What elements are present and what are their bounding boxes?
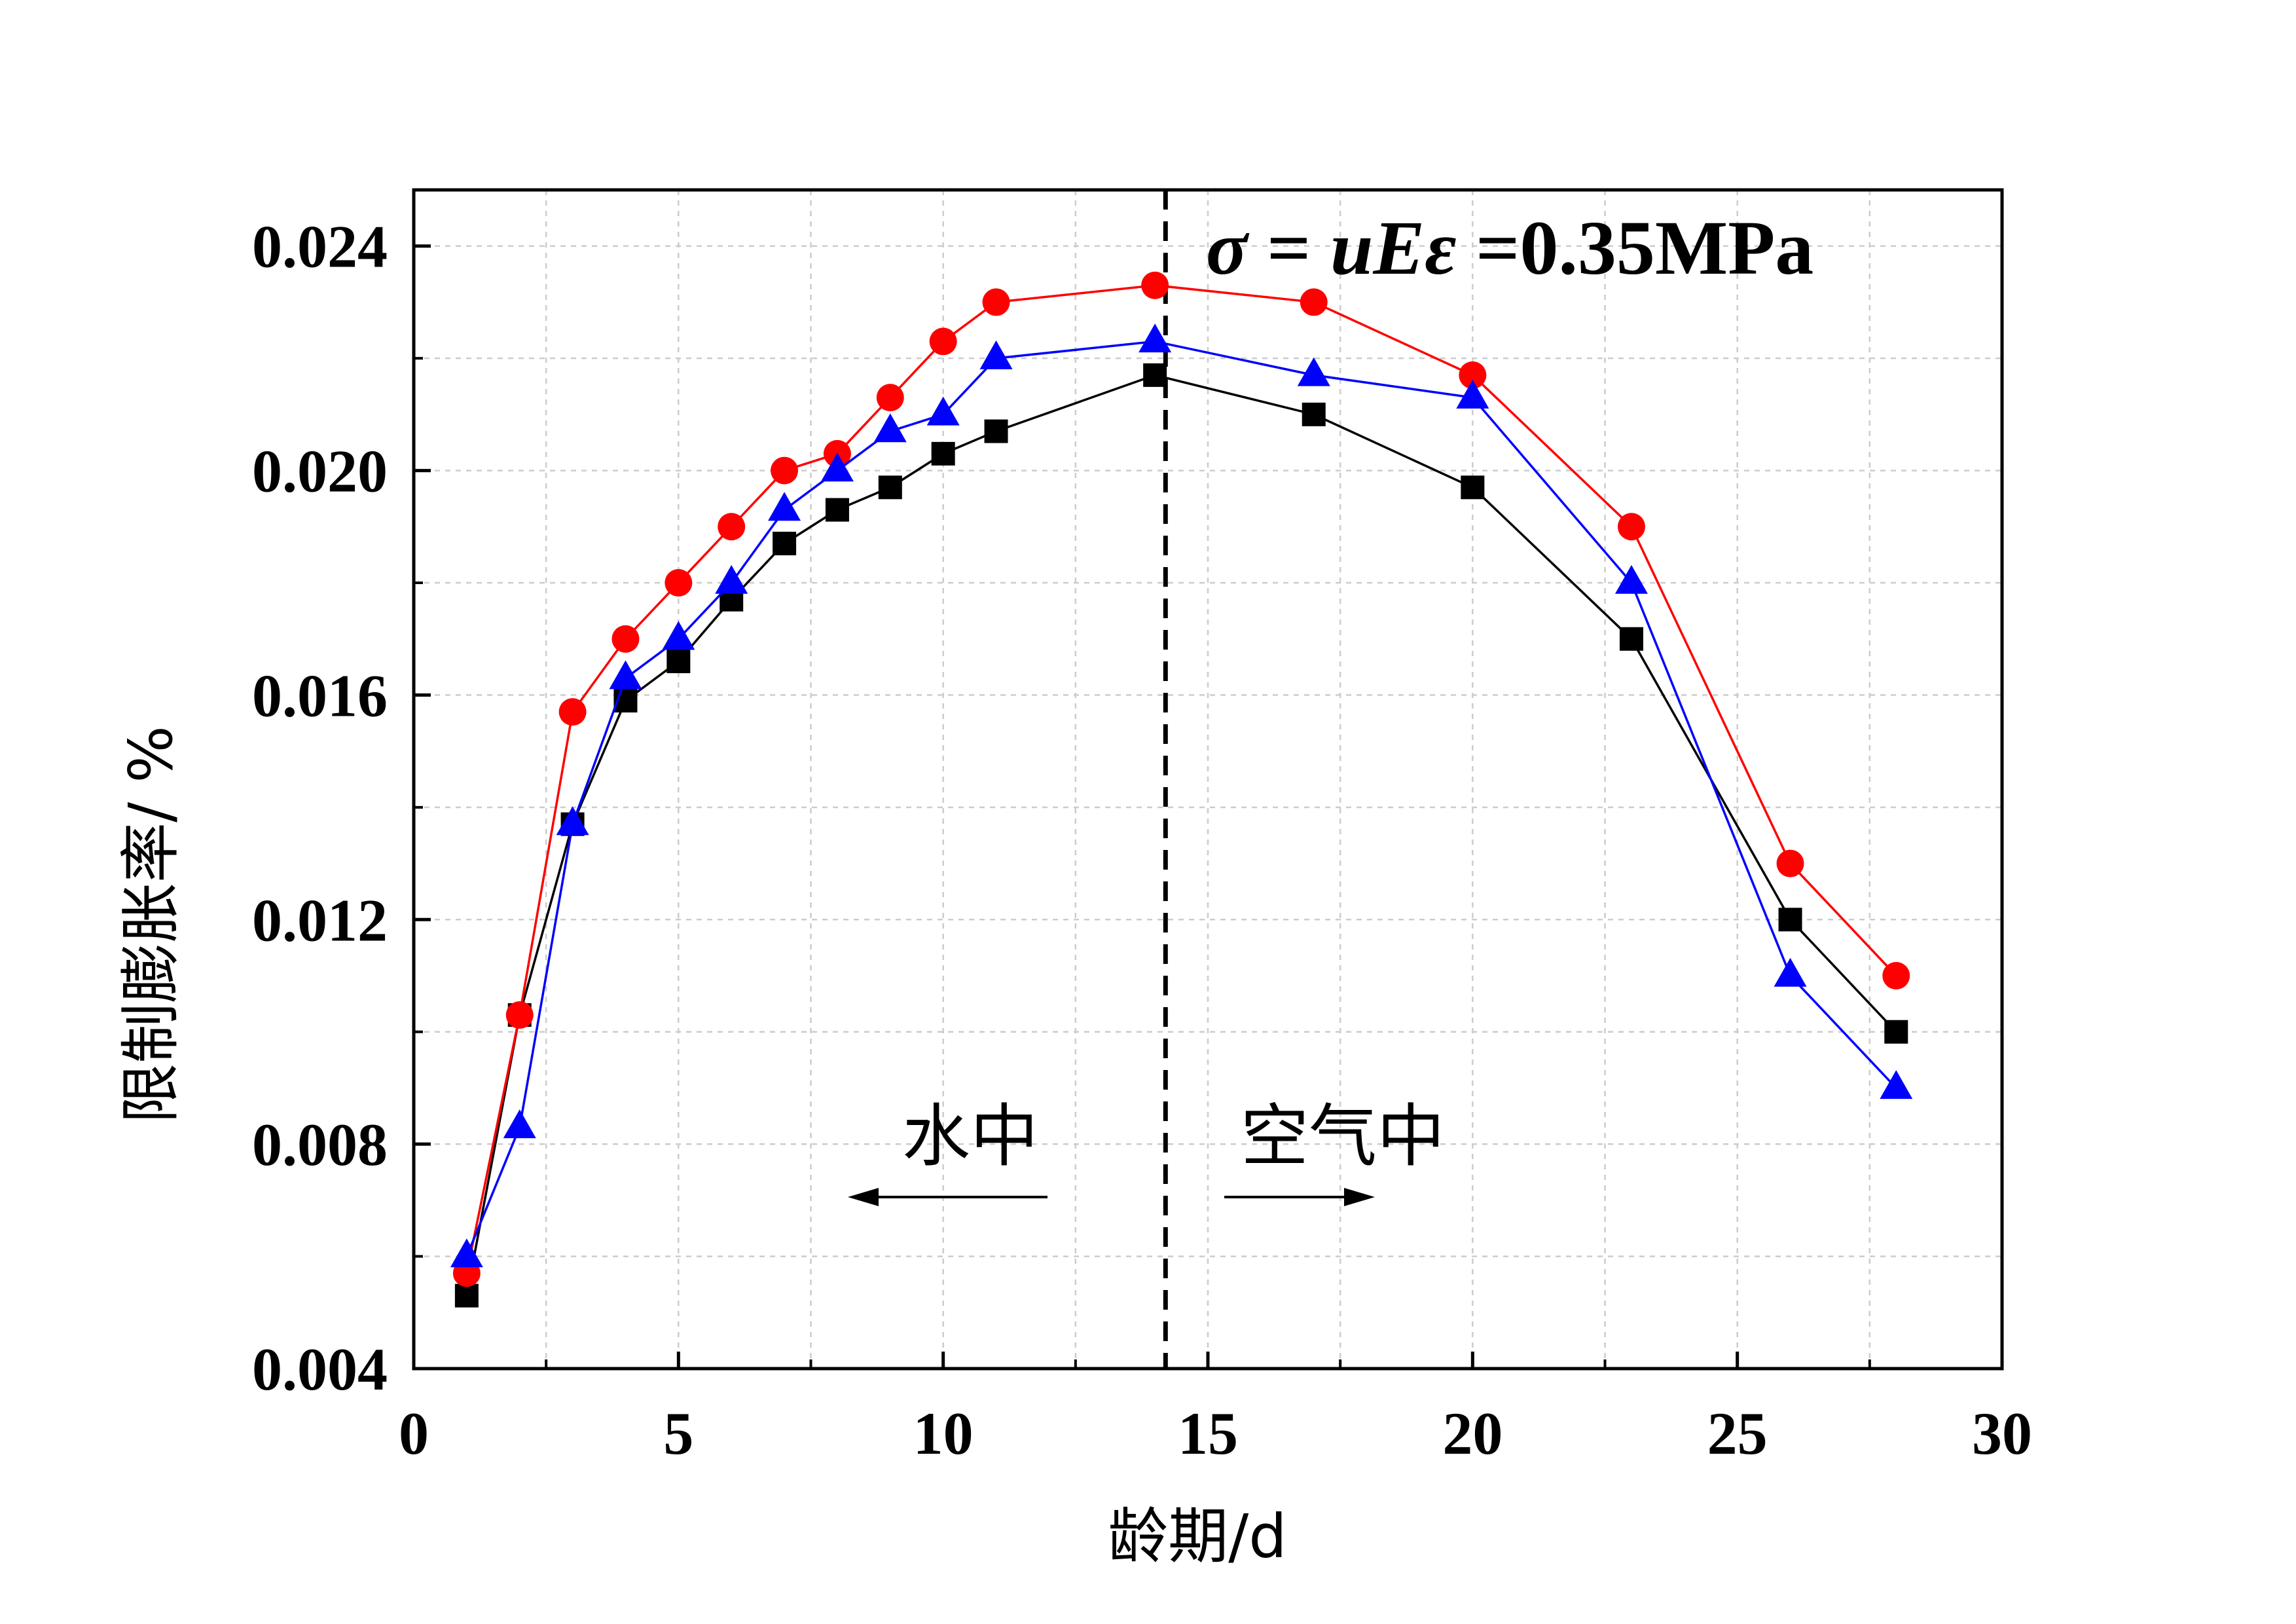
data-point-circle xyxy=(558,698,587,726)
air-label: 空气中 xyxy=(1241,1096,1445,1176)
series-circle xyxy=(452,271,1910,1287)
y-axis-title: 限制膨胀率/ % xyxy=(116,726,186,1124)
data-point-square xyxy=(984,419,1008,443)
data-point-triangle xyxy=(662,621,695,650)
data-point-triangle xyxy=(1456,379,1489,409)
y-tick-label: 0.012 xyxy=(252,887,388,953)
data-point-circle xyxy=(982,288,1010,316)
formula-sigma: σ xyxy=(1206,205,1250,291)
data-point-triangle xyxy=(1139,323,1172,353)
x-tick-label: 15 xyxy=(1178,1400,1238,1467)
data-point-triangle xyxy=(503,1109,536,1139)
data-point-square xyxy=(1461,475,1485,500)
data-point-circle xyxy=(665,569,693,597)
water-arrow xyxy=(848,1188,1048,1206)
y-tick-label: 0.024 xyxy=(252,213,388,280)
y-tick-label: 0.004 xyxy=(252,1336,388,1403)
formula-value: =0.35MPa xyxy=(1476,205,1813,291)
y-tick-label: 0.020 xyxy=(252,438,388,505)
data-point-triangle xyxy=(609,660,642,690)
data-point-square xyxy=(1143,363,1167,387)
data-point-circle xyxy=(1141,271,1169,299)
data-point-circle xyxy=(1882,962,1910,989)
data-point-triangle xyxy=(556,806,589,836)
data-point-square xyxy=(878,475,902,500)
y-tick-label: 0.008 xyxy=(252,1111,388,1178)
data-point-triangle xyxy=(768,492,801,521)
data-point-square xyxy=(1619,627,1643,651)
water-arrow-head xyxy=(848,1188,879,1206)
data-point-circle xyxy=(505,1001,534,1029)
data-point-square xyxy=(454,1283,479,1308)
data-point-triangle xyxy=(926,396,960,426)
air-arrow-head xyxy=(1344,1188,1375,1206)
x-tick-label: 10 xyxy=(913,1400,974,1467)
data-point-triangle xyxy=(873,413,907,443)
x-tick-label: 30 xyxy=(1972,1400,2032,1467)
data-point-triangle xyxy=(820,452,854,482)
data-point-square xyxy=(773,532,797,555)
data-point-square xyxy=(1884,1020,1908,1044)
x-tick-label: 0 xyxy=(399,1400,429,1467)
data-point-square xyxy=(1778,908,1802,932)
data-point-square xyxy=(825,498,849,522)
formula-uee: uEε xyxy=(1330,205,1457,291)
data-point-circle xyxy=(929,327,957,356)
data-point-square xyxy=(931,441,955,466)
data-point-triangle xyxy=(1297,357,1330,386)
data-point-circle xyxy=(718,513,746,541)
grid xyxy=(414,190,2002,1369)
x-axis-title: 龄期/d xyxy=(1108,1502,1286,1572)
data-point-circle xyxy=(1459,361,1487,389)
x-tick-label: 25 xyxy=(1707,1400,1768,1467)
series-group xyxy=(450,271,1913,1308)
data-point-triangle xyxy=(715,564,748,594)
data-point-circle xyxy=(1300,288,1328,316)
data-point-triangle xyxy=(1774,957,1807,987)
data-point-circle xyxy=(1617,513,1645,541)
formula-equals: = xyxy=(1267,205,1311,291)
y-tick-label: 0.016 xyxy=(252,662,388,729)
air-arrow xyxy=(1224,1188,1375,1206)
water-label: 水中 xyxy=(902,1096,1038,1176)
ticks: 0 5 10 15 20 25 30 0.004 0.008 0.012 0.016 0.020 0.0… xyxy=(252,213,2032,1467)
data-point-triangle xyxy=(1880,1070,1913,1099)
x-tick-label: 20 xyxy=(1442,1400,1503,1467)
series-triangle xyxy=(450,323,1913,1268)
formula-annotation: σ = uEε =0.35MPa xyxy=(1206,205,1813,291)
data-point-circle xyxy=(611,625,640,653)
data-point-square xyxy=(1302,402,1326,426)
x-tick-label: 5 xyxy=(663,1400,693,1467)
data-point-circle xyxy=(771,456,799,485)
data-point-circle xyxy=(876,384,904,412)
data-point-circle xyxy=(1776,849,1804,877)
data-point-triangle xyxy=(979,340,1013,369)
data-point-square xyxy=(666,650,691,673)
data-point-triangle xyxy=(450,1238,483,1268)
data-point-triangle xyxy=(1614,564,1648,594)
